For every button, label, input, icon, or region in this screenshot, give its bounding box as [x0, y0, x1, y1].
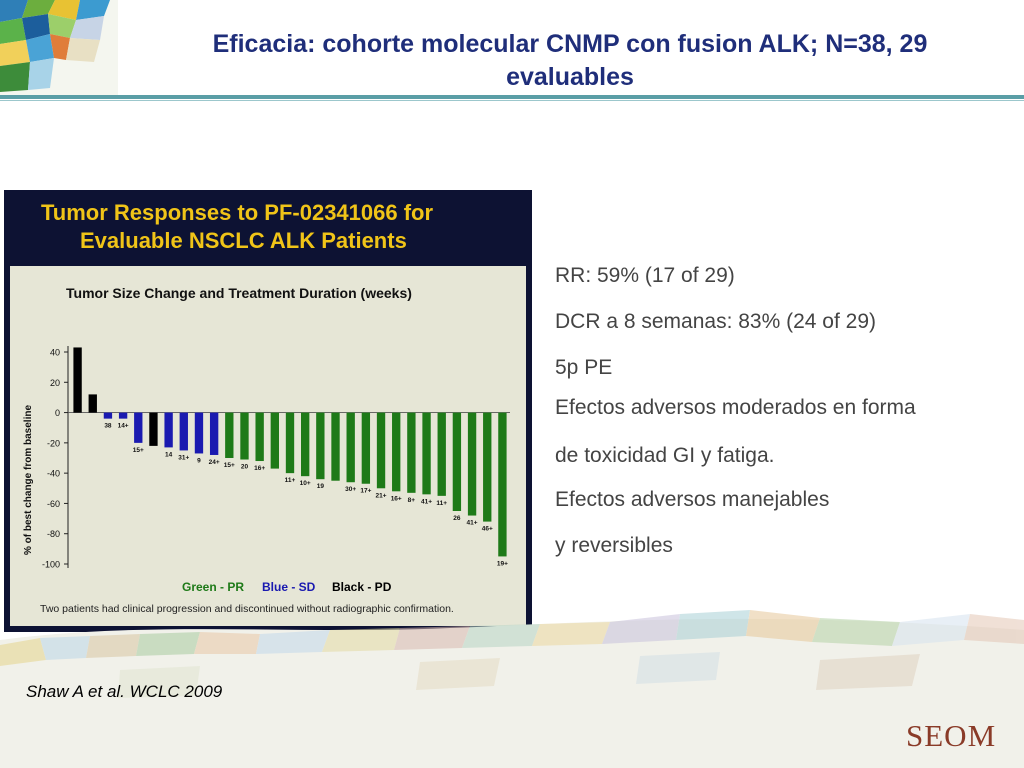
bar-label: 19 [317, 483, 325, 490]
chart-footnote: Two patients had clinical progression an… [40, 603, 454, 615]
bar [134, 412, 143, 443]
legend-pr: Green - PR [182, 580, 244, 594]
bar-label: 15+ [224, 462, 235, 469]
bar-label: 8+ [408, 497, 416, 504]
slide-title: Eficacia: cohorte molecular CNMP con fus… [120, 28, 1020, 94]
header-rule [0, 95, 1024, 99]
bottom-mosaic-graphic [0, 610, 1024, 768]
chart-heading-line1: Tumor Responses to PF-02341066 for [41, 200, 433, 225]
y-tick-label: -100 [42, 560, 60, 570]
bar-label: 17+ [360, 488, 371, 495]
bar [316, 412, 325, 480]
note-pe: 5p PE [555, 356, 613, 379]
bar-label: 41+ [467, 520, 478, 527]
bar-label: 14+ [118, 423, 129, 430]
bar [498, 412, 507, 557]
note-dcr: DCR a 8 semanas: 83% (24 of 29) [555, 310, 876, 333]
note-rr: RR: 59% (17 of 29) [555, 264, 735, 287]
bar-label: 11+ [285, 477, 296, 484]
bar [361, 412, 371, 484]
bar-label: 16+ [254, 465, 265, 472]
bar-label: 20 [241, 464, 249, 471]
bar [103, 412, 113, 419]
note-manageable-1: Efectos adversos manejables [555, 488, 830, 511]
bar-label: 30+ [345, 486, 356, 493]
legend-pd: Black - PD [332, 580, 392, 594]
bar-label: 10+ [300, 480, 311, 487]
bar [240, 412, 249, 460]
bar [437, 412, 446, 496]
chart-heading-line2: Evaluable NSCLC ALK Patients [80, 228, 407, 253]
bar [407, 412, 416, 493]
mosaic-logo [0, 0, 118, 96]
bar-label: 15+ [133, 447, 144, 454]
y-tick-label: 20 [50, 378, 60, 388]
bar-label: 38 [104, 423, 112, 430]
chart-title: Tumor Size Change and Treatment Duration… [66, 285, 412, 301]
bar-label: 46+ [482, 526, 493, 533]
chart-heading-bg [4, 190, 532, 250]
bar [164, 412, 173, 448]
y-tick-label: -40 [47, 469, 60, 479]
bar [285, 412, 295, 474]
legend-sd: Blue - SD [262, 580, 316, 594]
bar [194, 412, 204, 454]
bar-label: 24+ [209, 459, 220, 466]
bar [346, 412, 355, 483]
y-tick-label: 40 [50, 348, 60, 358]
y-axis-label: % of best change from baseline [23, 405, 34, 555]
bar [452, 412, 462, 511]
waterfall-chart: Tumor Responses to PF-02341066 for Evalu… [4, 190, 532, 626]
bar-label: 19+ [497, 560, 508, 567]
mosaic-logo-graphic [0, 0, 118, 96]
bar [88, 394, 97, 413]
bar [225, 412, 234, 458]
seom-logo: SEOM [906, 718, 997, 753]
bar [270, 412, 279, 469]
y-tick-label: 0 [55, 408, 60, 418]
bar [422, 412, 431, 495]
bar [149, 412, 158, 446]
bar [376, 412, 386, 489]
citation: Shaw A et al. WCLC 2009 [26, 682, 223, 701]
bar [179, 412, 188, 451]
y-tick-label: -80 [47, 529, 60, 539]
bar [467, 412, 477, 516]
bar-label: 21+ [376, 492, 387, 499]
bar-label: 9 [197, 457, 201, 464]
bar [118, 412, 128, 419]
slide-title-line2: evaluables [506, 63, 634, 91]
bar [73, 347, 82, 413]
chart-panel: Tumor Responses to PF-02341066 for Evalu… [4, 190, 532, 632]
bar [255, 412, 264, 462]
bar [331, 412, 340, 481]
y-tick-label: -20 [47, 438, 60, 448]
bar-label: 16+ [391, 495, 402, 502]
bar [301, 412, 310, 477]
bar-label: 41+ [421, 498, 432, 505]
bar-label: 26 [453, 515, 461, 522]
y-tick-label: -60 [47, 499, 60, 509]
bar [209, 412, 219, 455]
header-rule-thin [0, 100, 1024, 101]
note-manageable-2: y reversibles [555, 534, 673, 557]
bar-label: 31+ [178, 454, 189, 461]
bar-label: 14 [165, 451, 173, 458]
bottom-mosaic [0, 600, 1024, 768]
note-adverse-2: de toxicidad GI y fatiga. [555, 444, 775, 467]
slide-title-line1: Eficacia: cohorte molecular CNMP con fus… [212, 30, 928, 58]
bar [392, 412, 401, 492]
note-adverse-1: Efectos adversos moderados en forma [555, 396, 916, 419]
plot-panel [10, 266, 526, 626]
bar [483, 412, 492, 522]
bar-label: 11+ [436, 500, 447, 507]
